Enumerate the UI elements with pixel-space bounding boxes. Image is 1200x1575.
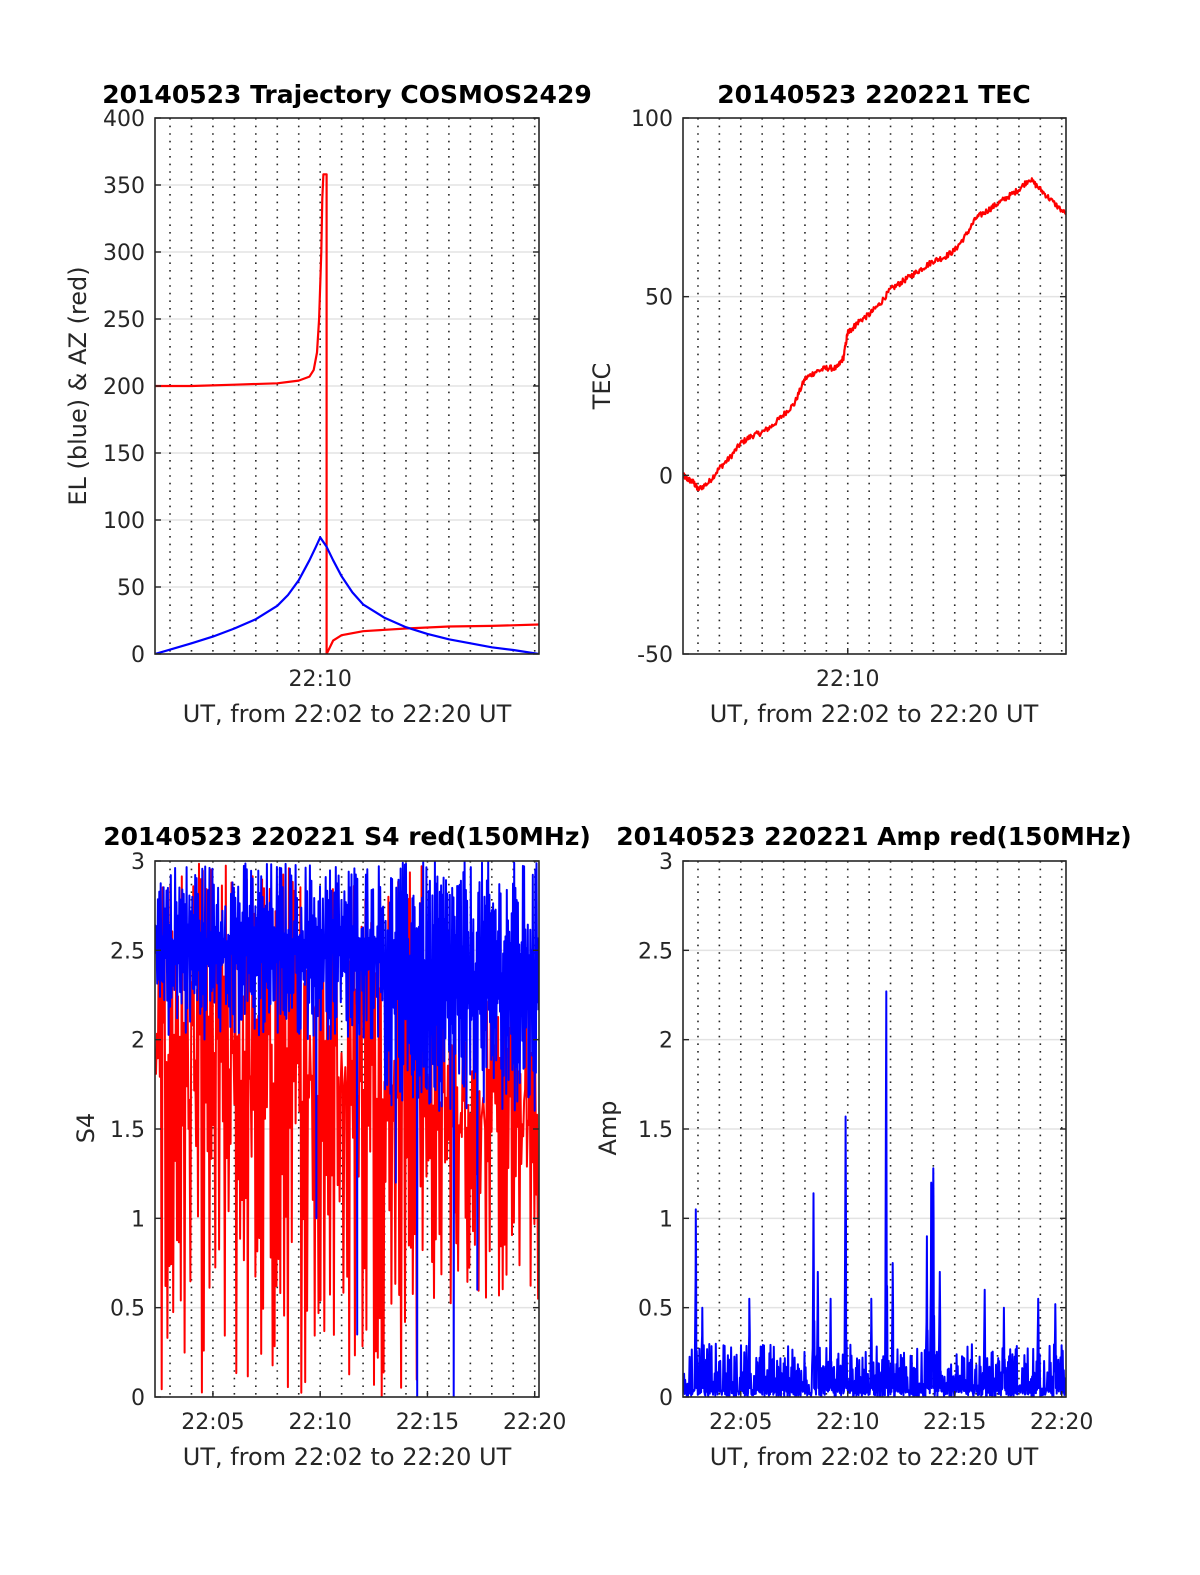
tec-y-tick-label: 100 xyxy=(631,107,673,132)
s4-y-tick-label: 1.5 xyxy=(110,1118,145,1143)
amp-x-tick-label: 22:15 xyxy=(923,1410,986,1435)
amp-y-tick-label: 2 xyxy=(659,1029,673,1054)
amp-y-axis-label: Amp xyxy=(594,1100,622,1155)
tec-axes-box xyxy=(682,117,1067,655)
trajectory-x-axis-label: UT, from 22:02 to 22:20 UT xyxy=(183,700,512,728)
trajectory-y-tick-label: 300 xyxy=(103,241,145,266)
tec-y-axis-label: TEC xyxy=(588,363,616,411)
trajectory-y-tick-label: 150 xyxy=(103,442,145,467)
trajectory-series-line-0 xyxy=(155,173,539,654)
s4-y-tick-label: 2.5 xyxy=(110,939,145,964)
trajectory-series-group xyxy=(155,173,539,654)
amp-x-axis-label: UT, from 22:02 to 22:20 UT xyxy=(710,1443,1039,1471)
trajectory-y-tick-label: 0 xyxy=(131,643,145,668)
s4-x-tick-label: 22:20 xyxy=(503,1410,566,1435)
trajectory-plot-area: 0 50 100 150 200 250 300 350 400 22:10 xyxy=(103,107,540,692)
tec-axes-background xyxy=(683,118,1066,654)
s4-series-line-1 xyxy=(155,861,539,1397)
s4-y-tick-label: 1 xyxy=(131,1207,145,1232)
trajectory-y-tick-label: 200 xyxy=(103,375,145,400)
s4-panel: 0 0.5 1 1.5 2 2.5 3 22:05 22:10 22:15 22:20 201405… xyxy=(72,822,591,1471)
amp-y-tick-label: 0 xyxy=(659,1386,673,1411)
amp-y-tick-label: 2.5 xyxy=(638,939,673,964)
trajectory-y-tick-label: 400 xyxy=(103,107,145,132)
s4-x-tick-label: 22:15 xyxy=(396,1410,459,1435)
s4-y-tick-label: 2 xyxy=(131,1029,145,1054)
trajectory-title: 20140523 Trajectory COSMOS2429 xyxy=(102,80,592,109)
tec-y-tick-label: 0 xyxy=(659,464,673,489)
s4-y-tick-label: 0 xyxy=(131,1386,145,1411)
s4-y-tick-label: 3 xyxy=(131,850,145,875)
trajectory-y-tick-label: 50 xyxy=(117,576,145,601)
tec-panel: -50 0 50 100 22:10 20140523 220221 TEC UT, f… xyxy=(588,80,1067,728)
amp-y-tick-label: 1 xyxy=(659,1207,673,1232)
s4-x-tick-label: 22:10 xyxy=(288,1410,351,1435)
s4-x-tick-label: 22:05 xyxy=(181,1410,244,1435)
tec-title: 20140523 220221 TEC xyxy=(717,80,1030,109)
amp-panel: 0 0.5 1 1.5 2 2.5 3 22:05 22:10 22:15 22:20 201405… xyxy=(594,822,1132,1471)
trajectory-x-tick-label: 22:10 xyxy=(288,667,351,692)
amp-title: 20140523 220221 Amp red(150MHz) xyxy=(616,822,1132,851)
amp-plot-area: 0 0.5 1 1.5 2 2.5 3 22:05 22:10 22:15 22:20 xyxy=(638,850,1093,1435)
s4-y-tick-label: 0.5 xyxy=(110,1297,145,1322)
tec-x-axis-label: UT, from 22:02 to 22:20 UT xyxy=(710,700,1039,728)
trajectory-y-axis-label: EL (blue) & AZ (red) xyxy=(64,266,92,505)
amp-x-tick-label: 22:20 xyxy=(1030,1410,1093,1435)
s4-y-axis-label: S4 xyxy=(72,1113,100,1144)
tec-plot-area: -50 0 50 100 22:10 xyxy=(631,107,1067,692)
amp-x-tick-label: 22:05 xyxy=(709,1410,772,1435)
amp-x-tick-label: 22:10 xyxy=(816,1410,879,1435)
tec-series-group xyxy=(683,177,1066,492)
amp-y-tick-label: 3 xyxy=(659,850,673,875)
tec-x-tick-label: 22:10 xyxy=(816,667,879,692)
trajectory-panel: 0 50 100 150 200 250 300 350 400 22:10 20140523 T… xyxy=(64,80,592,728)
tec-y-tick-label: 50 xyxy=(645,286,673,311)
s4-series-group xyxy=(155,861,539,1397)
trajectory-y-tick-label: 350 xyxy=(103,174,145,199)
s4-x-axis-label: UT, from 22:02 to 22:20 UT xyxy=(183,1443,512,1471)
amp-series-line-0 xyxy=(683,990,1066,1397)
s4-plot-area: 0 0.5 1 1.5 2 2.5 3 22:05 22:10 22:15 22:20 xyxy=(110,850,566,1435)
amp-series-group xyxy=(683,990,1066,1397)
tec-series-line-0 xyxy=(683,177,1066,492)
trajectory-y-tick-label: 100 xyxy=(103,509,145,534)
s4-title: 20140523 220221 S4 red(150MHz) xyxy=(103,822,591,851)
trajectory-series-line-1 xyxy=(155,536,539,654)
trajectory-y-tick-label: 250 xyxy=(103,308,145,333)
amp-y-tick-label: 1.5 xyxy=(638,1118,673,1143)
tec-y-tick-label: -50 xyxy=(637,643,673,668)
amp-y-tick-label: 0.5 xyxy=(638,1297,673,1322)
